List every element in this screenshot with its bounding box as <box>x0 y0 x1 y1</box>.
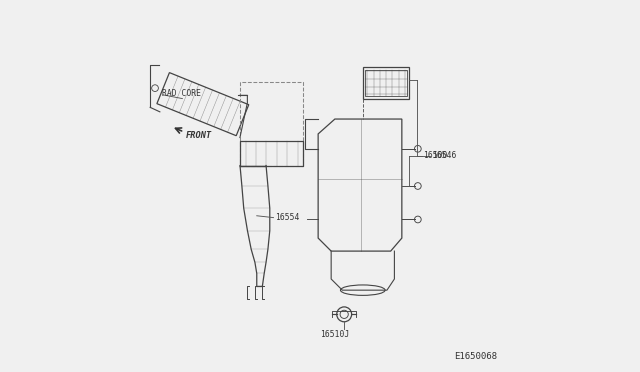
Text: E1650068: E1650068 <box>454 352 497 361</box>
Text: 16546: 16546 <box>431 151 456 160</box>
Text: 16554: 16554 <box>275 213 299 222</box>
Text: RAD CORE: RAD CORE <box>162 89 201 97</box>
Text: FRONT: FRONT <box>186 131 212 140</box>
Text: 16510J: 16510J <box>320 330 349 339</box>
Text: 16500: 16500 <box>424 151 448 160</box>
